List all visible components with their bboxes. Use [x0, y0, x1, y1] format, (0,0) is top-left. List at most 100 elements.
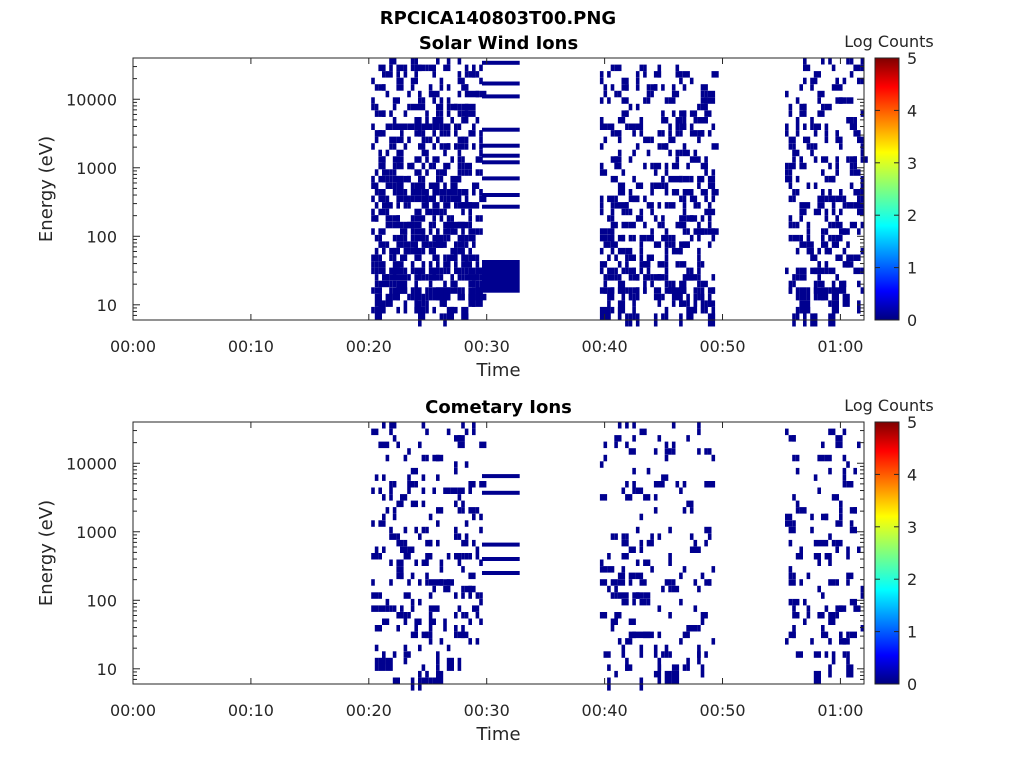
spectrogram-cell: [661, 182, 665, 189]
spectrogram-cell: [643, 162, 647, 170]
spectrogram-cell: [418, 97, 422, 104]
spectrogram-cell: [846, 156, 850, 163]
spectrogram-cell: [668, 559, 672, 566]
spectrogram-cell: [446, 579, 451, 586]
spectrogram-cell: [813, 123, 821, 130]
spectrogram-cell: [446, 267, 451, 275]
spectrogram-cell: [849, 526, 857, 534]
spectrogram-cell: [446, 195, 451, 203]
spectrogram-cell: [378, 287, 382, 294]
spectrogram-cell: [421, 677, 429, 684]
spectrogram-cell: [614, 130, 622, 137]
spectrogram-cell: [457, 559, 462, 566]
spectrogram-cell: [461, 117, 469, 124]
spectrogram-cell: [410, 467, 418, 475]
spectrogram-cell: [472, 123, 476, 130]
spectrogram-cell: [621, 117, 626, 124]
spectrogram-cell: [436, 110, 440, 117]
spectrogram-cell: [443, 169, 447, 176]
spectrogram-cell: [421, 526, 426, 534]
spectrogram-cell: [664, 247, 669, 255]
spectrogram-cell: [414, 156, 418, 163]
spectrogram-cell: [621, 644, 626, 658]
plot-frame: [132, 57, 865, 321]
spectrogram-cell: [439, 241, 447, 248]
spectrogram-cell: [392, 234, 397, 242]
spectrogram-cell: [468, 638, 472, 645]
spectrogram-cell: [410, 631, 418, 639]
spectrogram-cell: [418, 267, 426, 275]
spectrogram-cell: [472, 422, 476, 429]
spectrogram-cell: [700, 215, 705, 222]
spectrogram-cell: [617, 90, 622, 98]
spectrogram-cell: [810, 149, 814, 157]
spectrogram-cell: [842, 228, 850, 235]
spectrogram-cell: [821, 612, 825, 619]
spectrogram-cell: [418, 156, 422, 163]
spectrogram-cell: [792, 280, 796, 288]
spectrogram-cell: [842, 77, 847, 85]
spectrogram-cell: [664, 143, 669, 150]
spectrogram-cell: [454, 241, 458, 248]
spectrogram-cell: [675, 156, 680, 163]
spectrogram-cell: [439, 208, 444, 216]
spectrogram-cell: [457, 441, 465, 449]
spectrogram-cell: [371, 520, 375, 527]
spectrogram-cell: [686, 241, 690, 248]
spectrogram-cell: [443, 130, 447, 137]
spectrogram-cell: [475, 546, 480, 553]
spectrogram-cell: [821, 169, 825, 176]
spectrogram-cell: [810, 526, 814, 534]
spectrogram-cell: [374, 293, 382, 307]
spectrogram-cell: [693, 293, 698, 307]
spectrogram-cell: [842, 293, 850, 307]
spectrogram-cell: [610, 306, 615, 314]
spectrogram-cell: [396, 533, 400, 540]
spectrogram-cell: [614, 670, 618, 678]
spectrogram-cell: [704, 228, 708, 235]
spectrogram-cell: [475, 169, 480, 176]
spectrogram-cell: [632, 254, 636, 261]
spectrogram-cell: [454, 533, 458, 540]
spectrogram-cell: [835, 579, 839, 586]
spectrogram-cell: [400, 280, 408, 294]
spectrogram-cell: [472, 130, 476, 137]
spectrogram-cell: [407, 579, 411, 586]
colorbar: [874, 421, 900, 685]
spectrogram-cell: [635, 195, 640, 203]
spectrogram-cell: [704, 110, 712, 117]
spectrogram-cell: [414, 215, 418, 222]
spectrogram-cell: [821, 234, 825, 242]
spectrogram-cell: [831, 287, 839, 301]
spectrogram-cell: [400, 605, 404, 612]
spectrogram-cell: [378, 520, 386, 527]
spectrogram-cell: [382, 175, 386, 183]
spectrogram-cell: [679, 280, 687, 294]
spectrogram-cell: [650, 189, 654, 196]
spectrogram-cell: [788, 598, 793, 606]
spectrogram-cell: [439, 638, 444, 645]
spectrogram-cell: [625, 110, 629, 117]
spectrogram-cell: [389, 526, 393, 534]
spectrogram-cell: [607, 267, 615, 275]
constant-energy-line: [481, 474, 520, 479]
spectrogram-cell: [625, 287, 629, 294]
spectrogram-cell: [625, 638, 633, 645]
spectrogram-cell: [661, 234, 669, 242]
spectrogram-cell: [853, 467, 857, 475]
spectrogram-cell: [704, 448, 708, 455]
spectrogram-cell: [693, 579, 698, 586]
spectrogram-cell: [432, 71, 436, 78]
spectrogram-cell: [839, 280, 847, 294]
spectrogram-cell: [700, 261, 705, 268]
spectrogram-cell: [707, 293, 712, 307]
spectrogram-cell: [632, 267, 636, 275]
spectrogram-cell: [378, 592, 382, 599]
spectrogram-cell: [639, 182, 644, 189]
spectrogram-cell: [396, 612, 400, 619]
spectrogram-cell: [443, 208, 447, 216]
spectrogram-cell: [382, 306, 386, 314]
spectrogram-cell: [831, 175, 836, 183]
spectrogram-cell: [682, 566, 687, 573]
spectrogram-cell: [443, 267, 447, 275]
